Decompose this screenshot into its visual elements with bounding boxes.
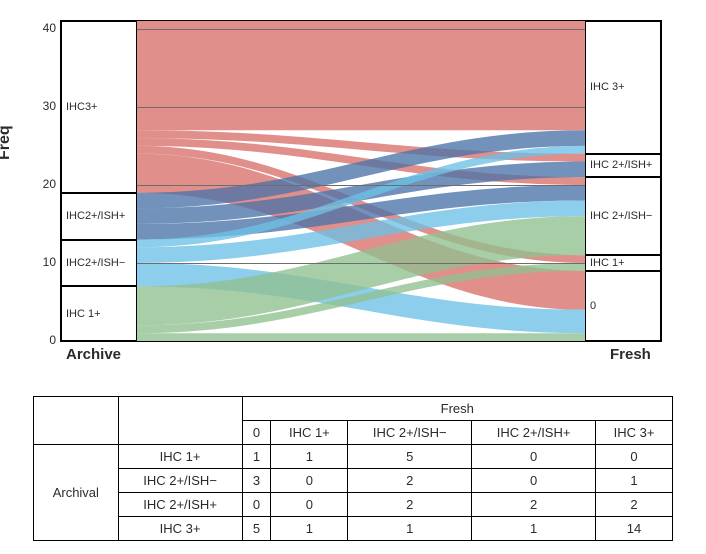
table-cell: 0 xyxy=(472,469,596,493)
table-column-label: IHC 3+ xyxy=(596,421,673,445)
flow xyxy=(137,333,585,341)
table-column-label: 0 xyxy=(242,421,271,445)
table-column-label: IHC 1+ xyxy=(271,421,348,445)
table-cell: 1 xyxy=(242,445,271,469)
table-cell: 2 xyxy=(348,469,472,493)
node-right-ihc-1-: IHC 1+ xyxy=(585,255,661,271)
node-left-ihc-2-ish-: IHC2+/ISH+ xyxy=(61,193,137,240)
gridline xyxy=(61,185,661,186)
table-cell: 0 xyxy=(242,493,271,517)
node-left-ihc-2-ish-: IHC2+/ISH− xyxy=(61,240,137,287)
table-row-label: IHC 2+/ISH− xyxy=(118,469,242,493)
x-label-left: Archive xyxy=(66,346,121,363)
node-left-ihc-1-: IHC 1+ xyxy=(61,286,137,341)
crosstab-table: Fresh0IHC 1+IHC 2+/ISH−IHC 2+/ISH+IHC 3+… xyxy=(33,396,673,541)
table-column-label: IHC 2+/ISH+ xyxy=(472,421,596,445)
node-right-ihc-2-ish-: IHC 2+/ISH− xyxy=(585,177,661,255)
table-cell: 5 xyxy=(242,517,271,541)
y-tick: 0 xyxy=(36,333,56,347)
gridline xyxy=(61,263,661,264)
table-cell: 2 xyxy=(348,493,472,517)
table-column-label: IHC 2+/ISH− xyxy=(348,421,472,445)
gridline xyxy=(61,29,661,30)
table-cell: 0 xyxy=(596,445,673,469)
table-cell: 2 xyxy=(596,493,673,517)
alluvial-chart: Freq IHC3+IHC2+/ISH+IHC2+/ISH−IHC 1+IHC … xyxy=(0,0,706,390)
flow-ribbons xyxy=(61,21,661,341)
table-cell: 14 xyxy=(596,517,673,541)
table-col-header: Fresh xyxy=(242,397,672,421)
gridline xyxy=(61,107,661,108)
flow xyxy=(137,21,585,130)
table-row-label: IHC 2+/ISH+ xyxy=(118,493,242,517)
node-right-ihc-3-: IHC 3+ xyxy=(585,21,661,154)
y-tick: 20 xyxy=(36,177,56,191)
table-cell: 1 xyxy=(472,517,596,541)
y-tick: 40 xyxy=(36,21,56,35)
plot-region: IHC3+IHC2+/ISH+IHC2+/ISH−IHC 1+IHC 3+IHC… xyxy=(60,20,662,342)
table-row-label: IHC 3+ xyxy=(118,517,242,541)
table-cell: 2 xyxy=(472,493,596,517)
x-label-right: Fresh xyxy=(610,346,651,363)
node-left-ihc-3-: IHC3+ xyxy=(61,21,137,193)
y-tick: 30 xyxy=(36,99,56,113)
table-cell: 5 xyxy=(348,445,472,469)
node-right-0: 0 xyxy=(585,271,661,341)
table-cell: 3 xyxy=(242,469,271,493)
table-cell: 0 xyxy=(472,445,596,469)
table-cell: 0 xyxy=(271,469,348,493)
table-cell: 1 xyxy=(596,469,673,493)
table-row-label: IHC 1+ xyxy=(118,445,242,469)
table-cell: 1 xyxy=(271,517,348,541)
table-cell: 1 xyxy=(271,445,348,469)
table-cell: 0 xyxy=(271,493,348,517)
y-tick: 10 xyxy=(36,255,56,269)
node-right-ihc-2-ish-: IHC 2+/ISH+ xyxy=(585,154,661,177)
y-axis-label: Freq xyxy=(0,125,14,160)
table-cell: 1 xyxy=(348,517,472,541)
table-row-header: Archival xyxy=(34,445,119,541)
